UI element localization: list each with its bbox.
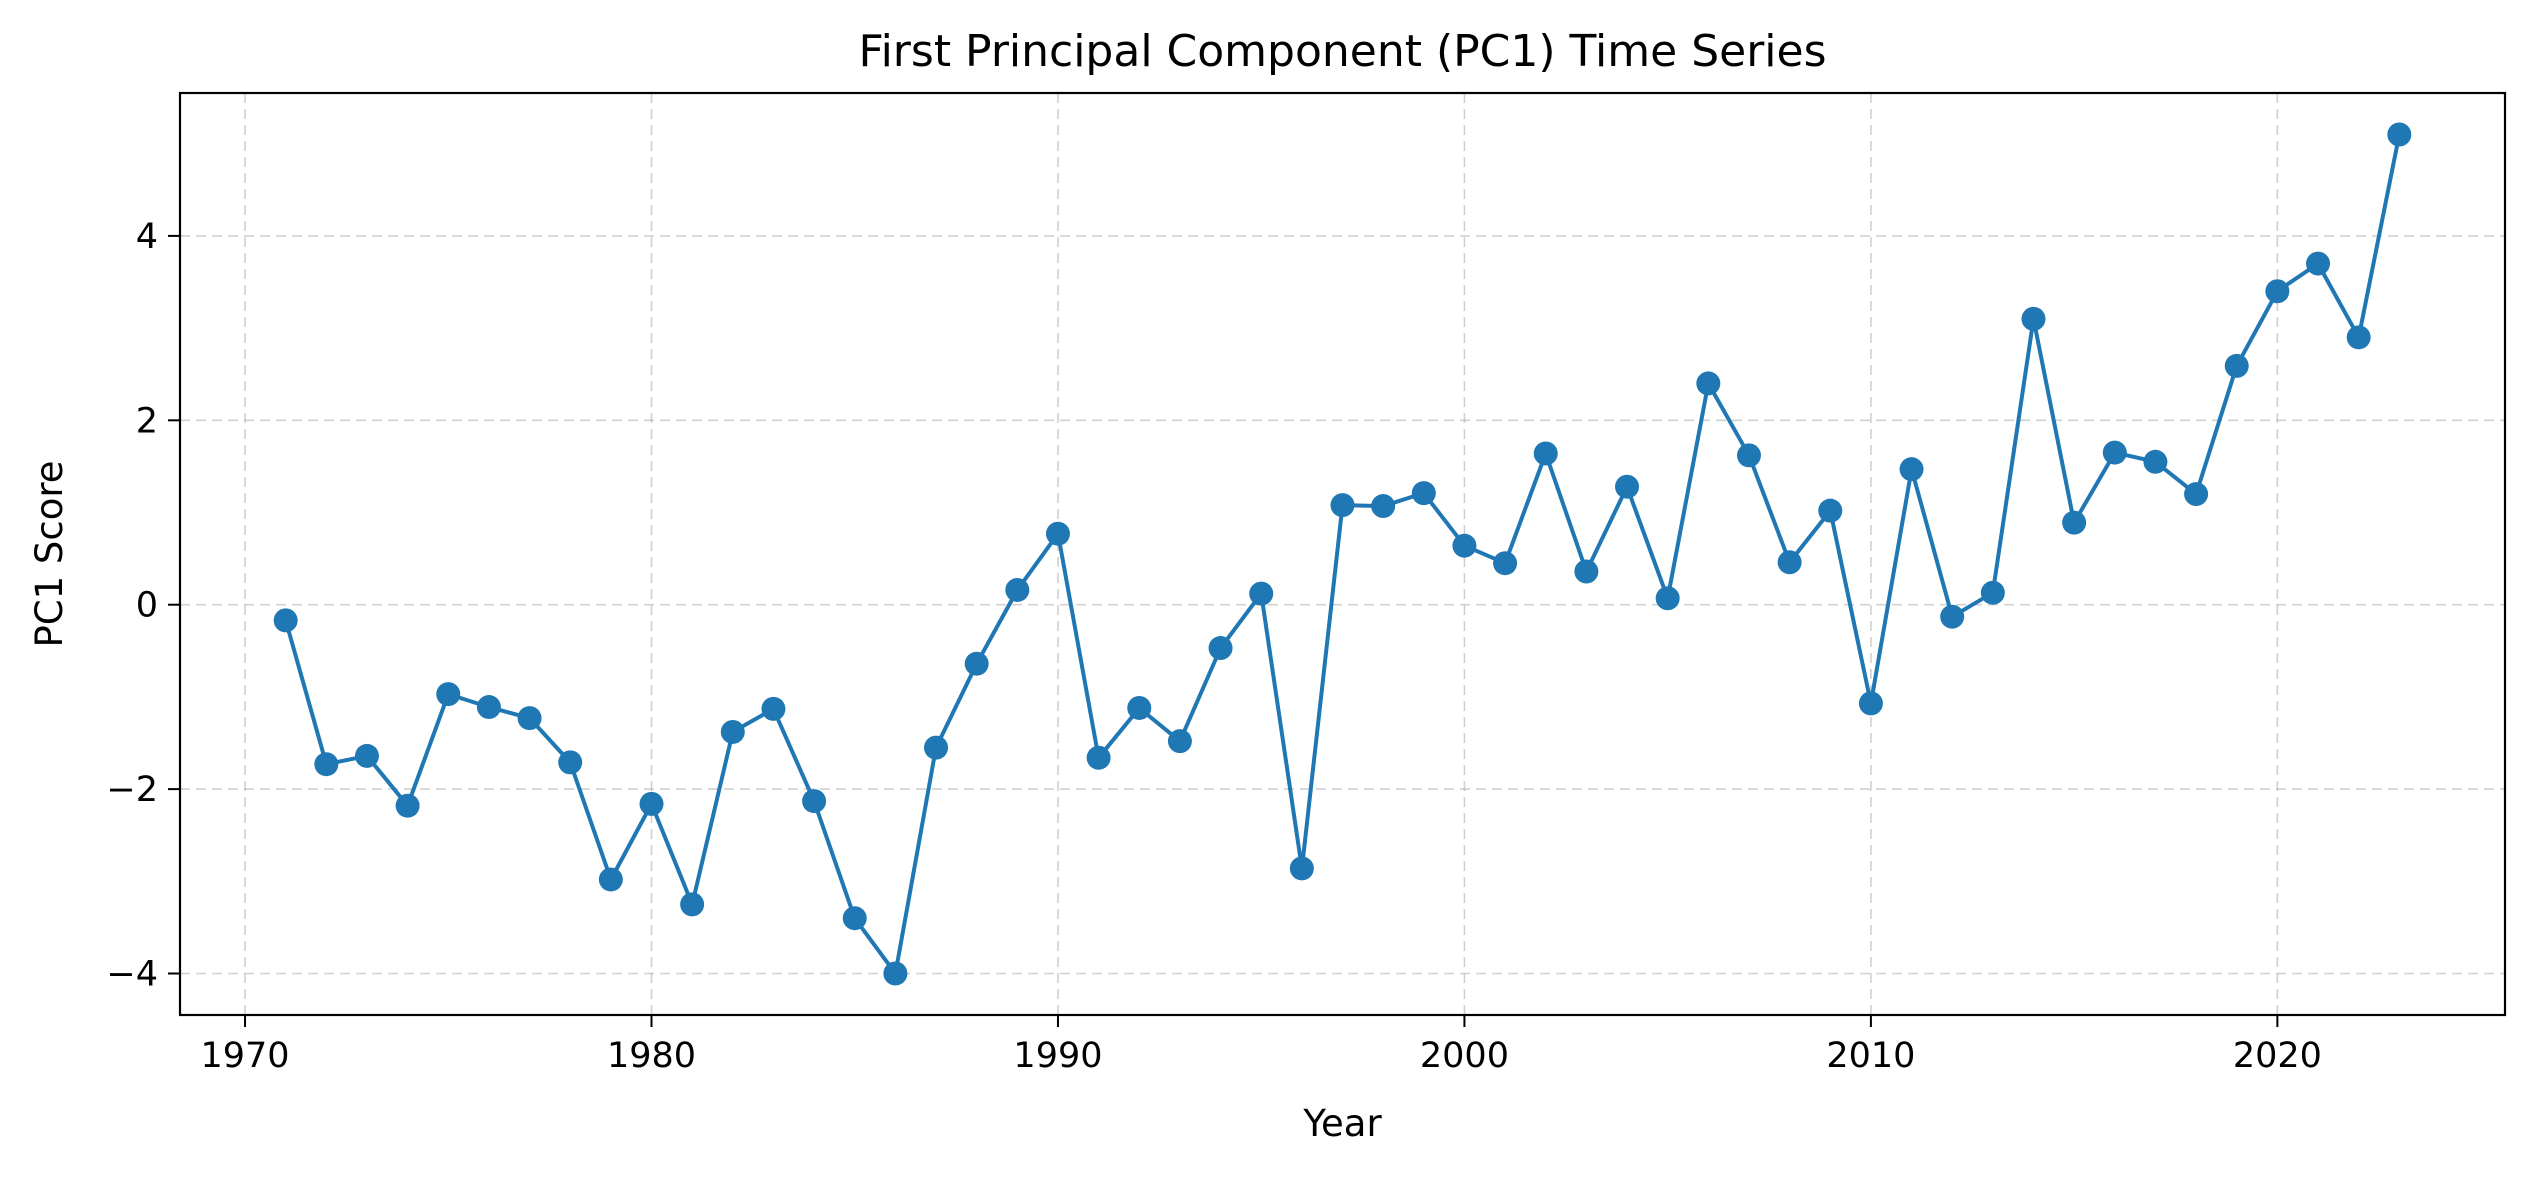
data-point — [720, 719, 745, 744]
y-tick-label: 4 — [136, 217, 158, 257]
data-point — [1086, 745, 1111, 770]
data-point — [1696, 371, 1721, 396]
data-point — [1167, 729, 1192, 754]
data-point — [1411, 481, 1436, 506]
data-point — [1858, 691, 1883, 716]
data-point — [1655, 586, 1680, 611]
data-point — [1899, 457, 1924, 482]
data-point — [558, 750, 583, 775]
series-layer — [273, 122, 2412, 986]
data-point — [964, 651, 989, 676]
data-point — [802, 789, 827, 814]
x-tick-label: 1970 — [200, 1036, 289, 1076]
data-point — [1818, 498, 1843, 523]
data-point — [1127, 695, 1152, 720]
data-point — [1574, 559, 1599, 584]
data-point — [1777, 550, 1802, 575]
data-point — [1371, 494, 1396, 519]
data-point — [761, 696, 786, 721]
data-point — [2062, 510, 2087, 535]
y-tick-label: 0 — [136, 586, 158, 626]
data-point — [436, 682, 461, 707]
data-point — [395, 793, 420, 818]
data-point — [2387, 122, 2412, 147]
y-tick-label: −2 — [106, 770, 158, 810]
data-point — [476, 695, 501, 720]
data-point — [598, 867, 623, 892]
data-point — [517, 706, 542, 731]
x-tick-label: 2020 — [2233, 1036, 2322, 1076]
data-point — [314, 752, 339, 777]
x-tick-label: 1980 — [607, 1036, 696, 1076]
data-point — [842, 906, 867, 931]
x-tick-label: 2000 — [1420, 1036, 1509, 1076]
data-point — [1045, 521, 1070, 546]
data-point — [2265, 279, 2290, 304]
y-axis-label: PC1 Score — [28, 460, 71, 647]
data-point — [1289, 856, 1314, 881]
data-point — [924, 735, 949, 760]
data-point — [2346, 325, 2371, 350]
data-point — [1330, 493, 1355, 518]
data-point — [1736, 443, 1761, 468]
data-point — [639, 791, 664, 816]
data-point — [680, 892, 705, 917]
data-point — [2224, 353, 2249, 378]
data-point — [1940, 604, 1965, 629]
data-point — [1533, 441, 1558, 466]
y-tick-label: 2 — [136, 401, 158, 441]
data-point — [1005, 577, 1030, 602]
data-point — [1615, 474, 1640, 499]
plot-frame — [178, 91, 2507, 1017]
x-tick-label: 2010 — [1826, 1036, 1915, 1076]
data-point — [2021, 306, 2046, 331]
data-point — [354, 743, 379, 768]
data-point — [1452, 533, 1477, 558]
x-axis-label: Year — [1302, 1102, 1382, 1145]
grid-layer — [180, 93, 2505, 1015]
x-tick-label: 1990 — [1013, 1036, 1102, 1076]
chart-title: First Principal Component (PC1) Time Ser… — [858, 26, 1826, 77]
y-tick-label: −4 — [106, 955, 158, 995]
data-point — [1980, 580, 2005, 605]
data-point — [1208, 636, 1233, 661]
data-point — [1493, 551, 1518, 576]
data-point — [2102, 440, 2127, 465]
data-point — [883, 961, 908, 986]
data-point — [1249, 581, 1274, 606]
tick-layer: 1970 1980 1990 2000 2010 2020 −4 −2 0 2 4 — [106, 217, 2322, 1076]
data-point — [2143, 449, 2168, 474]
data-point — [2184, 482, 2209, 507]
data-point — [273, 608, 298, 633]
data-point — [2306, 251, 2331, 276]
